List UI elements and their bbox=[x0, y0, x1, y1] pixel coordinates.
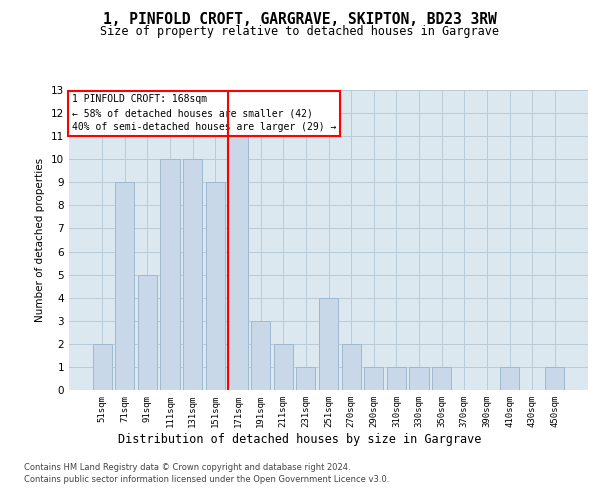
Bar bbox=[183, 159, 202, 390]
Bar bbox=[432, 367, 451, 390]
Text: 1 PINFOLD CROFT: 168sqm
← 58% of detached houses are smaller (42)
40% of semi-de: 1 PINFOLD CROFT: 168sqm ← 58% of detache… bbox=[71, 94, 336, 132]
Bar bbox=[160, 159, 180, 390]
Bar bbox=[138, 274, 157, 390]
Bar bbox=[206, 182, 225, 390]
Bar bbox=[341, 344, 361, 390]
Text: 1, PINFOLD CROFT, GARGRAVE, SKIPTON, BD23 3RW: 1, PINFOLD CROFT, GARGRAVE, SKIPTON, BD2… bbox=[103, 12, 497, 28]
Bar bbox=[364, 367, 383, 390]
Bar bbox=[251, 321, 270, 390]
Bar bbox=[409, 367, 428, 390]
Bar bbox=[296, 367, 316, 390]
Bar bbox=[500, 367, 519, 390]
Bar bbox=[92, 344, 112, 390]
Bar bbox=[115, 182, 134, 390]
Bar bbox=[545, 367, 565, 390]
Text: Contains public sector information licensed under the Open Government Licence v3: Contains public sector information licen… bbox=[24, 475, 389, 484]
Bar bbox=[319, 298, 338, 390]
Bar bbox=[387, 367, 406, 390]
Bar bbox=[274, 344, 293, 390]
Text: Size of property relative to detached houses in Gargrave: Size of property relative to detached ho… bbox=[101, 25, 499, 38]
Bar bbox=[229, 136, 248, 390]
Text: Contains HM Land Registry data © Crown copyright and database right 2024.: Contains HM Land Registry data © Crown c… bbox=[24, 462, 350, 471]
Text: Distribution of detached houses by size in Gargrave: Distribution of detached houses by size … bbox=[118, 432, 482, 446]
Y-axis label: Number of detached properties: Number of detached properties bbox=[35, 158, 46, 322]
